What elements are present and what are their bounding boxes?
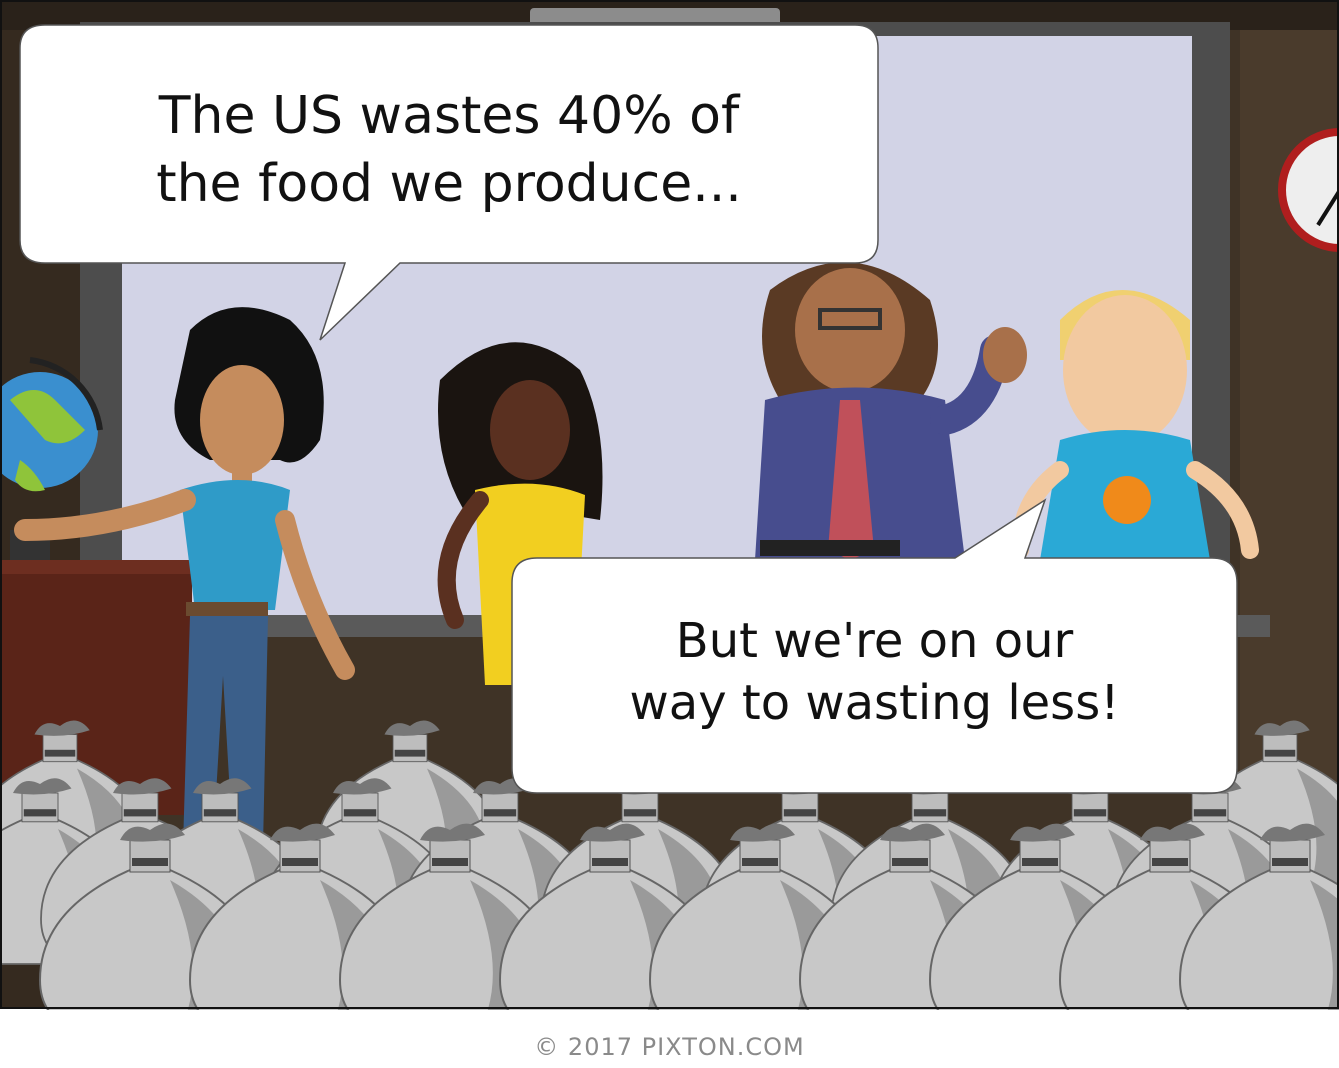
bubble-line: But we're on our [675,613,1074,669]
tie-teacher-character [755,262,1027,560]
speech-bubble-student [511,498,1238,794]
panel-border [0,0,1339,1009]
bubble-line: the food we produce... [156,153,742,214]
bubble-line: way to wasting less! [629,675,1120,732]
copyright-credit: © 2017 PIXTON.COM [534,1033,805,1061]
speech-bubble-teacher-text: The US wastes 40% of the food we produce… [20,25,878,263]
bubble-line: The US wastes 40% of [158,86,740,146]
trash-bags [0,720,1339,1010]
desk-top [2,560,192,574]
speech-bubble-student-text: But we're on our way to wasting less! [512,558,1237,793]
comic-panel [0,0,1339,1010]
wall-clock [1278,128,1339,252]
speech-bubble-teacher [19,24,879,341]
trash-bag [1178,823,1339,1010]
